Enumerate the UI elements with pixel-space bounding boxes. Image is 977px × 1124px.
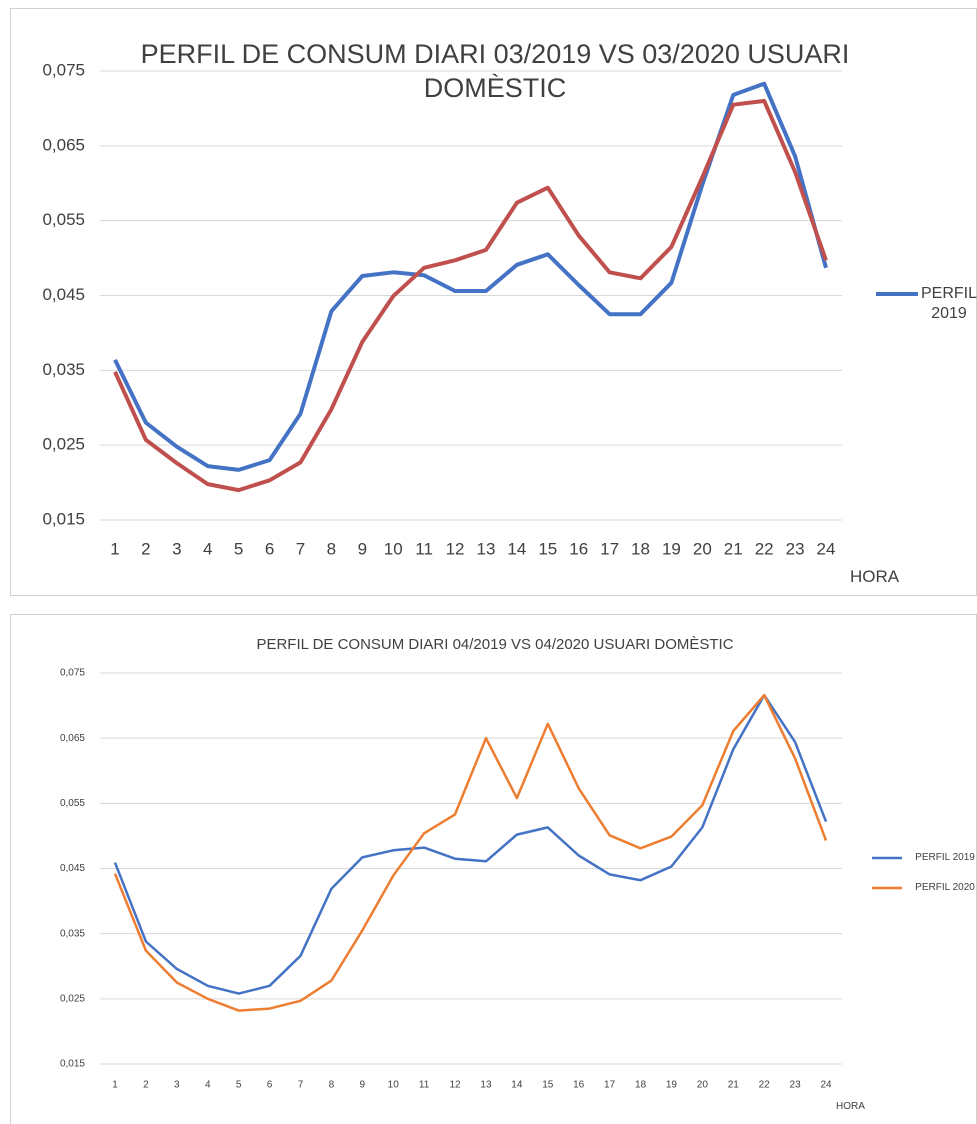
x-tick-label: 16: [569, 539, 588, 558]
x-tick-label: 11: [415, 539, 433, 558]
x-tick-label: 5: [236, 1080, 242, 1091]
x-tick-label: 10: [388, 1080, 400, 1091]
x-tick-label: 3: [172, 539, 181, 558]
x-tick-label: 5: [234, 539, 243, 558]
x-tick-label: 4: [205, 1080, 211, 1091]
y-tick-label: 0,055: [42, 210, 85, 229]
legend-label: PERFIL 2020: [915, 881, 975, 893]
x-tick-label: 14: [511, 1080, 523, 1091]
y-tick-label: 0,025: [60, 993, 85, 1004]
y-tick-label: 0,035: [42, 360, 85, 379]
x-tick-label: 17: [604, 1080, 616, 1091]
x-tick-label: 7: [296, 539, 305, 558]
chart-title: PERFIL DE CONSUM DIARI 04/2019 VS 04/202…: [256, 636, 734, 653]
y-tick-label: 0,065: [60, 733, 85, 744]
x-tick-label: 24: [817, 539, 836, 558]
y-tick-label: 0,015: [42, 509, 85, 528]
series-line: [113, 693, 828, 995]
x-tick-label: 18: [631, 539, 650, 558]
x-tick-label: 10: [384, 539, 403, 558]
x-tick-label: 23: [790, 1080, 802, 1091]
x-tick-label: 8: [329, 1080, 335, 1091]
x-tick-label: 18: [635, 1080, 647, 1091]
y-tick-label: 0,035: [60, 928, 85, 939]
x-tick-label: 17: [600, 539, 619, 558]
x-tick-label: 19: [662, 539, 681, 558]
x-tick-label: 4: [203, 539, 212, 558]
x-tick-label: 6: [265, 539, 274, 558]
x-tick-label: 2: [141, 539, 150, 558]
x-tick-label: 15: [538, 539, 557, 558]
x-tick-label: 21: [728, 1080, 740, 1091]
x-tick-label: 9: [360, 1080, 366, 1091]
x-tick-label: 11: [419, 1080, 430, 1091]
y-tick-label: 0,025: [42, 435, 85, 454]
x-tick-label: 12: [449, 1080, 461, 1091]
x-tick-label: 7: [298, 1080, 304, 1091]
x-tick-label: 19: [666, 1080, 678, 1091]
x-tick-label: 1: [110, 539, 119, 558]
legend-label: PERFIL 2019: [915, 851, 975, 863]
legend-label: PERFIL 2019: [921, 284, 977, 322]
chart-title: PERFIL DE CONSUM DIARI 03/2019 VS 03/202…: [140, 39, 850, 103]
x-tick-label: 24: [820, 1080, 832, 1091]
y-tick-label: 0,075: [42, 60, 85, 79]
x-tick-label: 8: [327, 539, 336, 558]
x-tick-label: 12: [446, 539, 465, 558]
x-tick-label: 3: [174, 1080, 180, 1091]
x-tick-label: 13: [480, 1080, 492, 1091]
x-tick-label: 22: [759, 1080, 771, 1091]
x-tick-label: 2: [143, 1080, 149, 1091]
y-tick-label: 0,075: [60, 668, 85, 679]
x-tick-label: 1: [112, 1080, 118, 1091]
x-tick-label: 13: [476, 539, 495, 558]
y-tick-label: 0,055: [60, 798, 85, 809]
x-tick-label: 14: [507, 539, 526, 558]
x-tick-label: 9: [358, 539, 367, 558]
x-tick-label: 22: [755, 539, 774, 558]
y-tick-label: 0,045: [42, 285, 85, 304]
x-tick-label: 23: [786, 539, 805, 558]
x-axis-label: HORA: [836, 1101, 865, 1112]
x-axis-label: HORA: [850, 567, 900, 586]
x-tick-label: 20: [697, 1080, 709, 1091]
x-tick-label: 20: [693, 539, 712, 558]
series-line: [113, 693, 828, 1012]
y-tick-label: 0,015: [60, 1059, 85, 1070]
y-tick-label: 0,065: [42, 135, 85, 154]
x-tick-label: 21: [724, 539, 743, 558]
series-line: [113, 98, 828, 493]
x-tick-label: 16: [573, 1080, 585, 1091]
y-tick-label: 0,045: [60, 863, 85, 874]
x-tick-label: 6: [267, 1080, 273, 1091]
x-tick-label: 15: [542, 1080, 554, 1091]
